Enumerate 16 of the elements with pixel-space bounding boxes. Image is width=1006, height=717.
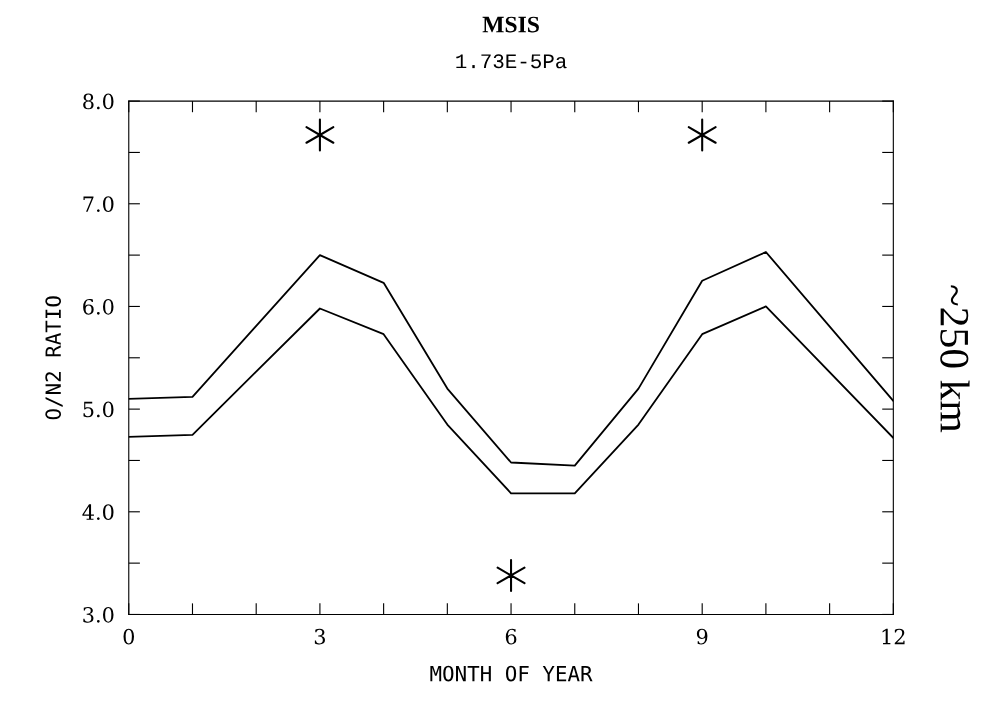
y-tick-label: 4.0 (82, 504, 114, 521)
chart-title: MSIS (482, 16, 539, 33)
y-axis-title: O/N2 RATIO (45, 296, 63, 420)
x-tick-label: 3 (314, 628, 325, 645)
y-tick-label: 3.0 (83, 606, 114, 623)
y-tick-label: 5.0 (83, 401, 114, 418)
text: ~250 km (940, 285, 970, 433)
y-tick-label: 7.0 (83, 196, 114, 212)
x-tick-label: 9 (696, 628, 708, 645)
y-tick-label: 8.0 (83, 93, 114, 110)
x-axis-title: MONTH OF YEAR (430, 665, 593, 682)
chart-subtitle: 1.73E-5Pa (456, 54, 567, 69)
x-tick-label: 6 (505, 628, 517, 645)
x-tick-label: 0 (123, 628, 135, 645)
y-tick-label: 6.0 (83, 298, 114, 315)
x-tick-label: 12 (882, 628, 905, 645)
